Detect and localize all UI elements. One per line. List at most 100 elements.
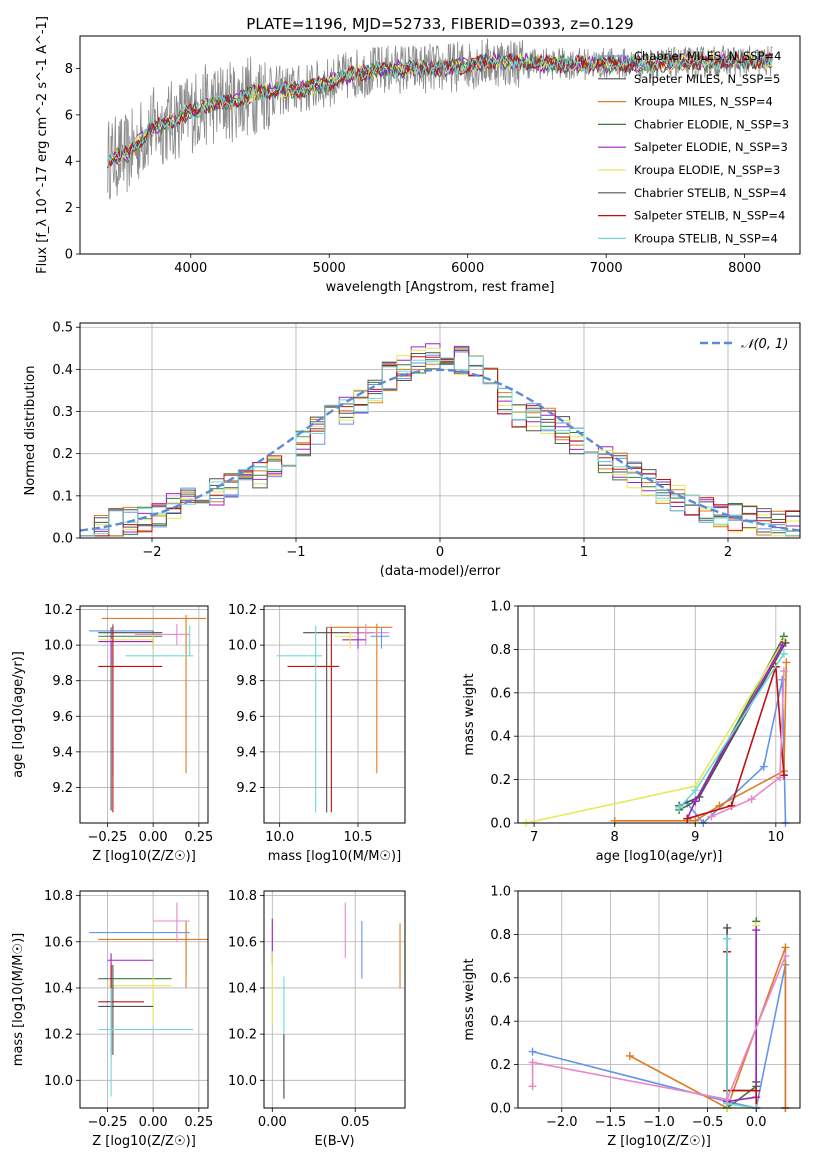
legend-label: Salpeter ELODIE, N_SSP=3	[634, 140, 788, 154]
figure-title: PLATE=1196, MJD=52733, FIBERID=0393, z=0…	[246, 15, 633, 33]
y-tick-label: 10.2	[44, 603, 73, 618]
y-tick-label: 10.8	[228, 889, 257, 904]
x-tick-label: 10.5	[344, 830, 373, 845]
model-spectrum-line	[107, 51, 773, 167]
plus-marker	[723, 934, 732, 943]
legend-label: Kroupa MILES, N_SSP=4	[634, 95, 773, 109]
weight-vs-z-panel: −2.0 −1.5 −1.0 −0.5 0.0 0.0 0.2 0.4 0.6 0.8 1.0 Z […	[462, 885, 801, 1149]
y-tick-label: 9.2	[52, 781, 73, 796]
y-tick-label: 1.0	[490, 600, 511, 615]
x-tick-label: −1.0	[643, 1115, 675, 1130]
y-axis-label: mass weight	[462, 958, 477, 1040]
y-tick-label: 10.6	[228, 935, 257, 950]
plus-marker	[528, 1058, 537, 1067]
x-axis-label: mass [log10(M/M☉)]	[268, 849, 401, 864]
y-tick-label: 0.6	[490, 686, 511, 701]
y-axis-label: mass weight	[462, 673, 477, 755]
x-tick-label: 4000	[174, 261, 207, 276]
y-tick-label: 0.3	[52, 405, 73, 420]
y-tick-label: 10.6	[44, 935, 73, 950]
plus-marker	[625, 1051, 634, 1060]
weight-vs-age-panel: 7 8 9 10 0.0 0.2 0.4 0.6 0.8 1.0 age [log10(age/yr…	[462, 600, 801, 864]
x-tick-label: 5000	[313, 261, 346, 276]
x-tick-label: 6000	[451, 261, 484, 276]
y-tick-label: 4	[65, 155, 73, 170]
age-vs-mass-panel: 10.0 10.5 9.2 9.4 9.6 9.8 10.0 10.2 mass [log10(…	[228, 603, 406, 864]
x-tick-label: 7	[530, 830, 538, 845]
legend-label: Chabrier ELODIE, N_SSP=3	[634, 117, 789, 131]
x-axis-label: wavelength [Angstrom, rest frame]	[326, 280, 555, 295]
legend-label: Salpeter MILES, N_SSP=5	[634, 72, 780, 86]
y-axis-label: mass [log10(M/M☉)]	[11, 933, 26, 1066]
y-tick-label: 10.2	[44, 1028, 73, 1043]
plot-frame	[79, 605, 209, 824]
y-tick-label: 1.0	[490, 885, 511, 900]
plus-marker	[779, 649, 788, 658]
y-tick-label: 0.2	[52, 447, 73, 462]
legend-label: 𝒩(0, 1)	[741, 337, 788, 352]
plus-marker	[779, 667, 788, 676]
y-tick-label: 0.8	[490, 643, 511, 658]
x-tick-label: 0.00	[258, 1115, 287, 1130]
x-tick-label: 9	[691, 830, 699, 845]
y-tick-label: 9.6	[52, 710, 73, 725]
gaussian-curve	[80, 368, 800, 532]
plus-marker	[778, 675, 787, 684]
y-axis-label: Flux [f_λ 10^-17 erg cm^-2 s^-1 A^-1]	[35, 16, 50, 274]
x-tick-label: 0.05	[341, 1115, 370, 1130]
series-line	[726, 938, 757, 1109]
residuals-panel: −2 −1 0 1 2 0.0 0.1 0.2 0.3 0.4 0.5 (data-model)/er…	[23, 321, 801, 579]
plus-marker	[683, 814, 692, 823]
errorbar-data	[276, 623, 393, 813]
spectrum-data	[107, 38, 773, 200]
y-tick-label: 0.4	[52, 363, 73, 378]
x-tick-label: 1	[580, 545, 588, 560]
y-tick-label: 10.0	[228, 1074, 257, 1089]
legend-label: Chabrier MILES, N_SSP=4	[634, 49, 781, 63]
y-tick-label: 0.2	[490, 773, 511, 788]
series-line	[727, 925, 758, 1109]
x-tick-label: 0	[436, 545, 444, 560]
plus-marker	[778, 641, 787, 650]
y-tick-label: 0.2	[490, 1058, 511, 1073]
series-line	[711, 671, 785, 818]
mass-vs-ebv-panel: 0.00 0.05 10.0 10.2 10.4 10.6 10.8 E(B-V)	[228, 889, 406, 1149]
x-tick-label: 10.0	[265, 830, 294, 845]
y-tick-label: 10.4	[44, 981, 73, 996]
line-data	[522, 632, 791, 827]
plot-frame	[263, 605, 406, 824]
plus-marker	[752, 1086, 761, 1095]
plot-frame	[79, 890, 209, 1109]
y-tick-label: 9.8	[236, 674, 257, 689]
x-axis-label: age [log10(age/yr)]	[596, 849, 723, 864]
plus-marker	[775, 773, 784, 782]
plus-marker	[528, 1082, 537, 1091]
x-axis-label: Z [log10(Z/Z☉)]	[92, 849, 196, 864]
y-tick-label: 0.1	[52, 489, 73, 504]
legend-label: Salpeter STELIB, N_SSP=4	[634, 209, 785, 223]
plus-marker	[759, 762, 768, 771]
series-line	[726, 921, 758, 1109]
y-axis-label: age [log10(age/yr)]	[11, 651, 26, 778]
y-tick-label: 10.0	[44, 1074, 73, 1089]
plus-marker	[781, 952, 790, 961]
plot-frame	[263, 890, 406, 1109]
x-tick-label: 10	[768, 830, 785, 845]
x-tick-label: 0.00	[139, 830, 168, 845]
y-tick-label: 0.0	[490, 1102, 511, 1117]
x-tick-label: 7000	[590, 261, 623, 276]
series-line	[525, 640, 785, 824]
series-line	[726, 930, 758, 1103]
plus-marker	[752, 926, 761, 935]
series-line	[726, 951, 758, 1108]
spectrum-panel: 4000 5000 6000 7000 8000 0 2 4 6 8 wavelength [Ang…	[35, 16, 801, 295]
plus-marker	[675, 803, 684, 812]
plus-marker	[723, 923, 732, 932]
x-tick-label: −2.0	[546, 1115, 578, 1130]
y-tick-label: 0.4	[490, 1015, 511, 1030]
plus-marker	[707, 812, 716, 821]
plus-marker	[723, 1095, 732, 1104]
y-tick-label: 9.4	[236, 745, 257, 760]
y-tick-label: 10.0	[228, 639, 257, 654]
y-tick-label: 9.6	[236, 710, 257, 725]
